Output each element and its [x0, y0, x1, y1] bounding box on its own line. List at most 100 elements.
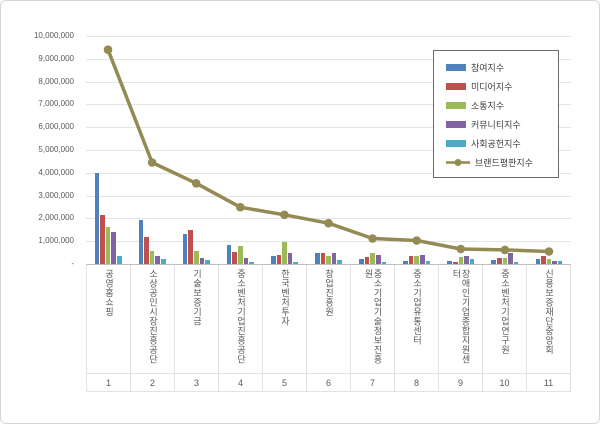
bar — [469, 258, 475, 264]
bar-group — [218, 36, 262, 264]
bar-group — [395, 36, 439, 264]
bar — [497, 257, 502, 264]
x-axis-rank-label: 7 — [369, 377, 375, 388]
x-axis-rank-row: 1 2 3 4 5 6 7 8 9 10 11 — [86, 374, 571, 391]
bar — [326, 256, 331, 264]
y-axis-tick-label: - — [71, 259, 74, 268]
bar — [464, 255, 469, 264]
x-axis-rank-label: 3 — [193, 377, 199, 388]
y-axis-tick-label: 5,000,000 — [38, 145, 74, 154]
x-axis-category-cell: 신용보증재단중앙회 — [527, 265, 571, 373]
x-axis: 공영홈쇼핑 소상공인시장진흥공단 기술보증기금 중소벤처기업진흥공단 한국벤처투자 창업진… — [86, 264, 571, 392]
x-axis-category-label: 중소벤처기업연구원 — [500, 269, 510, 355]
x-axis-category-cell: 한국벤처투자 — [263, 265, 307, 373]
bar-group — [306, 36, 350, 264]
bar — [144, 237, 149, 264]
bar — [447, 261, 452, 264]
bar — [414, 256, 419, 264]
bar — [513, 262, 519, 264]
bar — [100, 215, 105, 264]
bar — [205, 259, 210, 264]
bar — [276, 254, 282, 264]
bar — [491, 259, 496, 264]
legend-label: 미디어지수 — [471, 82, 513, 92]
x-axis-category-label: 중소벤처기업진흥공단 — [236, 269, 246, 364]
bar-group — [174, 36, 218, 264]
bar — [541, 255, 546, 264]
bar — [315, 252, 320, 264]
legend-item: 참여지수 — [446, 58, 554, 77]
legend-label: 사회공헌지수 — [471, 139, 521, 149]
x-axis-category-cell: 중소기업유통센터 — [395, 265, 439, 373]
y-axis-tick-label: 4,000,000 — [38, 167, 74, 177]
x-axis-category-cell: 소상공인시장진흥공단 — [131, 265, 175, 373]
bar — [282, 242, 287, 264]
y-axis: 10,000,000 9,000,000 8,000,000 7,000,000 6,0… — [1, 1, 80, 281]
bar — [370, 252, 375, 264]
x-axis-category-label: 창업진흥원 — [324, 269, 334, 317]
bar — [552, 260, 557, 264]
x-axis-rank-cell: 9 — [439, 374, 483, 391]
x-axis-rank-cell: 1 — [86, 374, 131, 391]
bar — [155, 256, 161, 264]
bar — [149, 250, 155, 264]
bar — [249, 261, 254, 264]
legend-item: 커뮤니티지수 — [446, 115, 554, 134]
x-axis-category-cell: 공영홈쇼핑 — [86, 265, 131, 373]
bar — [182, 233, 188, 264]
legend-bar-swatch-icon — [446, 102, 466, 109]
bar — [193, 251, 199, 264]
bar — [199, 257, 205, 264]
bar — [458, 257, 464, 264]
y-axis-tick-label: 7,000,000 — [38, 99, 74, 109]
x-axis-category-cell: 중소벤처기업연구원 — [483, 265, 527, 373]
x-axis-rank-label: 10 — [499, 377, 510, 388]
x-axis-rank-cell: 7 — [351, 374, 395, 391]
x-axis-rank-label: 4 — [237, 377, 243, 388]
bar — [381, 261, 387, 264]
bar — [138, 219, 144, 264]
bar-group — [351, 36, 395, 264]
x-axis-rank-cell: 3 — [175, 374, 219, 391]
bar — [535, 258, 541, 264]
bar — [238, 245, 243, 264]
bar — [320, 253, 326, 264]
bar — [452, 262, 458, 264]
bar-group — [262, 36, 306, 264]
x-axis-category-label: 장애인기업종합지원센터 — [451, 269, 471, 364]
bar — [188, 229, 193, 264]
x-axis-rank-cell: 10 — [483, 374, 527, 391]
x-axis-category-label: 공영홈쇼핑 — [104, 269, 114, 317]
legend-label: 소통지수 — [471, 101, 505, 111]
bar — [546, 258, 552, 264]
legend-label: 브랜드평판지수 — [475, 158, 533, 168]
legend-item: 사회공헌지수 — [446, 134, 554, 153]
x-axis-category-cell: 기술보증기금 — [175, 265, 219, 373]
bar-group — [130, 36, 174, 264]
bar-group — [439, 36, 483, 264]
x-axis-rank-label: 1 — [105, 377, 111, 388]
bar — [364, 257, 370, 264]
x-axis-category-row: 공영홈쇼핑 소상공인시장진흥공단 기술보증기금 중소벤처기업진흥공단 한국벤처투자 창업진… — [86, 265, 571, 374]
bar — [111, 232, 116, 264]
bar — [403, 260, 408, 264]
bar — [161, 258, 166, 264]
x-axis-rank-cell: 8 — [395, 374, 439, 391]
x-axis-rank-label: 2 — [149, 377, 155, 388]
x-axis-rank-cell: 6 — [307, 374, 351, 391]
x-axis-category-cell: 장애인기업종합지원센터 — [439, 265, 483, 373]
x-axis-category-cell: 창업진흥원 — [307, 265, 351, 373]
bar — [502, 257, 508, 264]
y-axis-tick-label: 9,000,000 — [38, 53, 74, 63]
x-axis-rank-label: 9 — [457, 377, 463, 388]
legend-label: 참여지수 — [471, 63, 505, 73]
x-axis-category-label: 중소기업기술정보진흥원 — [363, 269, 383, 364]
legend-bar-swatch-icon — [446, 64, 466, 71]
x-axis-rank-label: 8 — [413, 377, 419, 388]
legend-line-swatch-icon — [446, 159, 470, 166]
legend-bar-swatch-icon — [446, 83, 466, 90]
x-axis-category-label: 중소기업유통센터 — [412, 269, 422, 345]
bar — [287, 252, 293, 264]
bar-group — [483, 36, 527, 264]
